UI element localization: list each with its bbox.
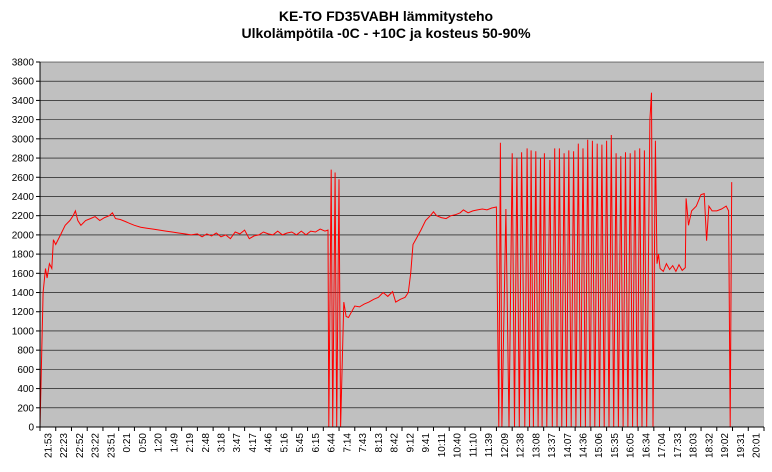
x-tick-label: 15:06 [594,433,605,458]
x-tickmarks [39,427,765,431]
x-tick-label: 20:01 [752,433,763,458]
x-tick-label: 4:46 [264,433,275,453]
x-tick-label: 2:48 [201,433,212,453]
y-gridlines [36,61,764,428]
y-tick-label: 1600 [12,269,35,280]
x-tick-label: 1:49 [169,433,180,453]
y-tick-label: 2800 [12,154,35,165]
x-tick-label: 9:41 [421,433,432,453]
y-tick-label: 3200 [12,115,35,126]
x-tick-label: 2:19 [185,433,196,453]
x-tick-label: 19:31 [736,433,747,458]
y-tick-label: 200 [17,403,34,414]
x-tick-label: 22:23 [59,433,70,458]
x-tick-label: 23:22 [91,433,102,458]
x-tick-label: 19:02 [720,433,731,458]
x-tick-label: 1:20 [154,433,165,453]
x-tick-label: 22:52 [75,433,86,458]
x-tick-label: 0:50 [138,433,149,453]
plot-area [40,62,764,427]
x-tick-label: 8:42 [390,433,401,453]
x-tick-label: 17:04 [657,433,668,458]
x-tick-label: 18:32 [704,433,715,458]
y-tick-label: 2200 [12,211,35,222]
x-tick-label: 11:39 [484,433,495,458]
x-tick-label: 6:15 [311,433,322,453]
x-tick-label: 17:33 [673,433,684,458]
y-tick-label: 400 [17,384,34,395]
x-tick-label: 16:05 [626,433,637,458]
y-tick-label: 3800 [12,58,35,69]
y-tick-label: 0 [28,423,34,434]
x-tick-label: 6:44 [327,433,338,453]
x-tick-label: 10:11 [437,433,448,458]
x-tick-label: 11:10 [468,433,479,458]
x-tick-label: 3:18 [217,433,228,453]
chart-title: KE-TO FD35VABH lämmitysteho [278,8,494,24]
x-tick-label: 13:08 [531,433,542,458]
y-tick-label: 3400 [12,96,35,107]
y-tick-label: 3600 [12,77,35,88]
x-tick-label: 18:03 [689,433,700,458]
x-tick-label: 10:40 [453,433,464,458]
series-line [39,92,733,428]
x-tick-label: 14:07 [563,433,574,458]
x-tick-label: 16:34 [641,433,652,458]
y-tick-label: 2400 [12,192,35,203]
x-tick-label: 23:51 [106,433,117,458]
x-tick-label: 21:53 [43,433,54,458]
y-tick-label: 600 [17,365,34,376]
y-tick-label: 2000 [12,230,35,241]
y-tick-label: 1200 [12,307,35,318]
x-tick-label: 13:37 [547,433,558,458]
chart-title-block: KE-TO FD35VABH lämmitysteho Ulkolämpötil… [0,8,772,42]
x-tick-label: 12:38 [516,433,527,458]
x-tick-label: 14:36 [579,433,590,458]
x-tick-label: 4:17 [248,433,259,453]
x-tick-label: 3:47 [232,433,243,453]
x-axis-tick-labels: 21:53 22:23 22:52 23:22 23:51 0:21 0:50 1:20 1:4… [43,433,762,458]
y-tick-label: 1800 [12,250,35,261]
y-tick-label: 3000 [12,134,35,145]
y-tick-label: 1400 [12,288,35,299]
x-tick-label: 7:14 [342,433,353,453]
y-tick-label: 1000 [12,326,35,337]
x-tick-label: 5:16 [279,433,290,453]
y-axis-tick-labels: 0 200 400 600 800 1000 1200 1400 1600 1800 2000 220… [12,58,35,434]
x-tick-label: 7:43 [358,433,369,453]
chart-subtitle: Ulkolämpötila -0C - +10C ja kosteus 50-9… [241,25,531,41]
x-tick-label: 15:35 [610,433,621,458]
y-tick-label: 800 [17,346,34,357]
x-tick-label: 5:45 [295,433,306,453]
x-tick-label: 0:21 [122,433,133,453]
y-tick-label: 2600 [12,173,35,184]
x-tick-label: 9:12 [405,433,416,453]
x-tick-label: 8:13 [374,433,385,453]
x-tick-label: 12:09 [500,433,511,458]
